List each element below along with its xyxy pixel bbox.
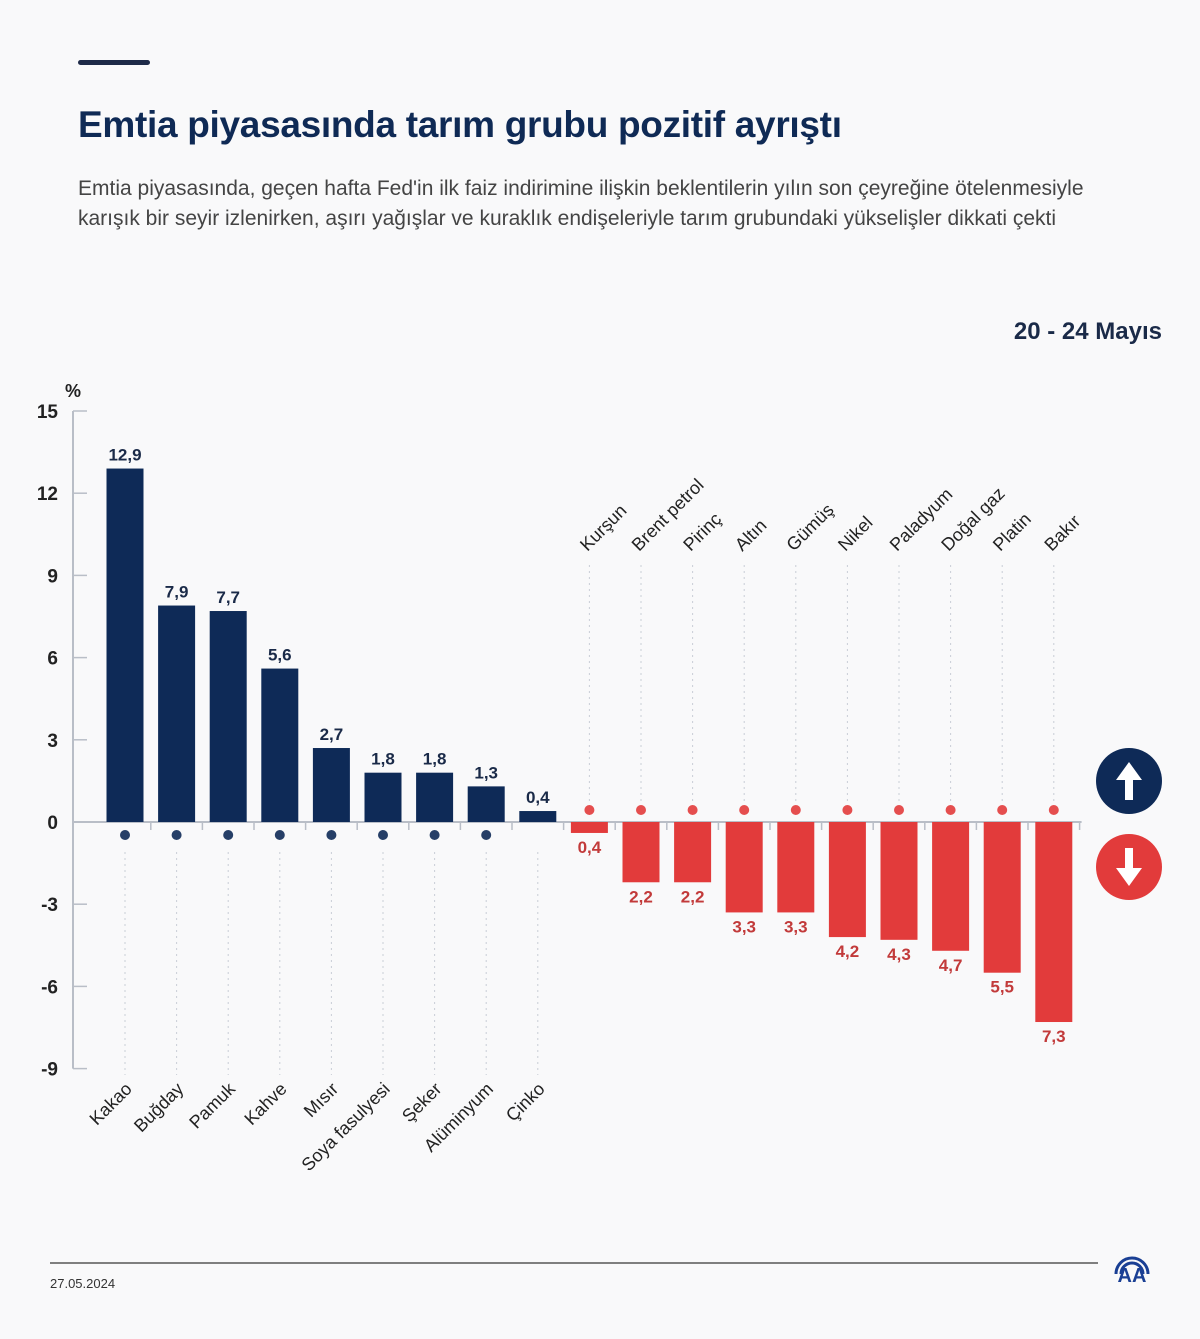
- data-label: 2,2: [629, 887, 653, 906]
- data-label: 12,9: [108, 446, 141, 465]
- data-label: 4,7: [939, 956, 963, 975]
- data-label: 0,4: [578, 838, 602, 857]
- legend-up: [1096, 748, 1162, 814]
- category-label: Bakır: [1040, 511, 1084, 555]
- y-tick-label: -9: [41, 1060, 58, 1081]
- metal-ingot-icon: [481, 830, 492, 840]
- wheat-sack-icon: [171, 830, 182, 840]
- category-label: Pamuk: [185, 1078, 239, 1132]
- data-label: 2,7: [320, 725, 344, 744]
- bar-gümüş: [777, 822, 815, 913]
- category-label: Kahve: [240, 1079, 290, 1129]
- bar-bakır: [1035, 822, 1073, 1023]
- aa-logo: AA: [1110, 1244, 1154, 1287]
- soybean-icon: [378, 830, 388, 840]
- bar-pirinç: [674, 822, 712, 883]
- top-decorative-rule: [78, 60, 150, 65]
- category-label: Kurşun: [576, 500, 630, 554]
- y-tick-label: 9: [47, 566, 58, 587]
- data-label: 2,2: [681, 887, 705, 906]
- data-label: 4,3: [887, 945, 911, 964]
- bar-buğday: [158, 605, 196, 822]
- metal-ingot-icon: [894, 805, 904, 815]
- y-tick-label: 3: [47, 731, 58, 752]
- data-label: 4,2: [836, 942, 860, 961]
- bar-pamuk: [209, 611, 247, 822]
- category-label: Platin: [989, 509, 1035, 555]
- category-label: Mısır: [300, 1079, 342, 1121]
- bar-doğal-gaz: [932, 822, 970, 951]
- bar-platin: [983, 822, 1021, 973]
- y-axis-unit: %: [65, 381, 81, 401]
- metal-ingot-icon: [584, 805, 595, 815]
- bar-şeker: [416, 772, 454, 822]
- bar-kakao: [106, 468, 144, 822]
- data-label: 3,3: [732, 917, 756, 936]
- data-label: 0,4: [526, 788, 550, 807]
- flame-icon: [945, 805, 956, 815]
- metal-ingot-icon: [1048, 805, 1059, 815]
- data-label: 7,7: [216, 588, 240, 607]
- legend-down: [1096, 834, 1162, 900]
- category-label: Pirinç: [679, 509, 725, 555]
- bar-alüminyum: [467, 786, 505, 822]
- bar-mısır: [312, 748, 350, 822]
- cotton-icon: [223, 830, 234, 840]
- bar-kahve: [261, 668, 299, 822]
- category-label: Altın: [731, 515, 771, 555]
- cocoa-icon: [120, 830, 130, 840]
- y-tick-label: -6: [41, 977, 58, 998]
- data-label: 7,9: [165, 583, 189, 602]
- metal-ingot-icon: [790, 805, 801, 815]
- data-label: 1,8: [423, 750, 447, 769]
- y-tick-label: -3: [41, 895, 58, 916]
- category-label: Buğday: [130, 1079, 187, 1136]
- metal-ingot-icon: [997, 805, 1008, 815]
- category-label: Çinko: [502, 1079, 549, 1126]
- y-tick-label: 12: [37, 484, 58, 505]
- bar-nikel: [828, 822, 866, 938]
- metal-ingot-icon: [842, 805, 853, 815]
- category-label: Kakao: [86, 1079, 136, 1129]
- bar-çinko: [519, 811, 557, 822]
- oil-barrel-icon: [636, 805, 646, 815]
- metal-ingot-icon: [739, 805, 750, 815]
- svg-text:AA: AA: [1118, 1265, 1147, 1286]
- bar-altın: [725, 822, 763, 913]
- data-label: 5,6: [268, 646, 292, 665]
- data-label: 3,3: [784, 917, 808, 936]
- category-label: Soya fasulyesi: [298, 1079, 394, 1175]
- page-title: Emtia piyasasında tarım grubu pozitif ay…: [78, 104, 842, 145]
- footer-date: 27.05.2024: [50, 1276, 116, 1291]
- data-label: 7,3: [1042, 1027, 1066, 1046]
- coffee-bean-icon: [274, 830, 285, 840]
- bar-soya-fasulyesi: [364, 772, 402, 822]
- category-label: Gümüş: [782, 500, 837, 555]
- data-label: 1,8: [371, 750, 395, 769]
- rice-sack-icon: [687, 805, 698, 815]
- bar-brent-petrol: [622, 822, 660, 883]
- page-subtitle: Emtia piyasasında, geçen hafta Fed'in il…: [78, 177, 1084, 230]
- data-label: 5,5: [990, 978, 1014, 997]
- category-label: Şeker: [398, 1079, 445, 1126]
- arrow-up-icon: [1116, 762, 1142, 800]
- bar-kurşun: [570, 822, 608, 833]
- date-range: 20 - 24 Mayıs: [1013, 318, 1162, 345]
- y-tick-label: 6: [47, 649, 58, 670]
- data-label: 1,3: [474, 763, 498, 782]
- y-tick-label: 0: [47, 813, 58, 834]
- footer-divider: [50, 1262, 1098, 1264]
- corn-icon: [326, 830, 337, 840]
- bar-paladyum: [880, 822, 918, 940]
- arrow-down-icon: [1116, 848, 1142, 886]
- category-label: Nikel: [834, 512, 876, 554]
- sugar-bag-icon: [429, 830, 440, 840]
- y-tick-label: 15: [37, 402, 59, 423]
